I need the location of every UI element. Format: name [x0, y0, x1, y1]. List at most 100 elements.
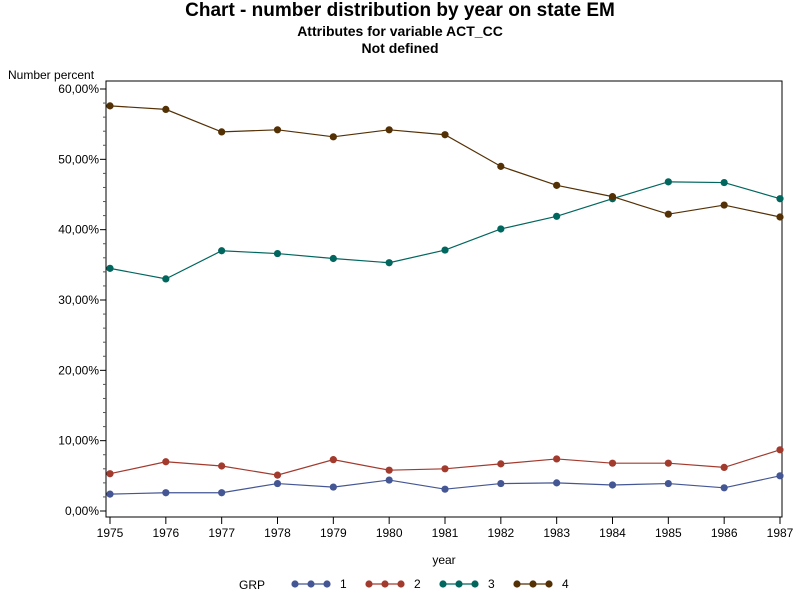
- data-point: [553, 455, 561, 463]
- data-point: [218, 462, 226, 470]
- legend-swatch-marker: [513, 580, 521, 588]
- x-tick-label: 1985: [655, 526, 682, 540]
- data-point: [720, 201, 728, 209]
- y-tick-label: 40,00%: [58, 223, 99, 237]
- data-point: [106, 264, 114, 272]
- legend-swatch-marker: [323, 580, 331, 588]
- legend-swatch-marker: [291, 580, 299, 588]
- data-point: [497, 225, 505, 233]
- data-point: [385, 259, 393, 267]
- legend-swatch-marker: [365, 580, 373, 588]
- legend-entry-label: 2: [414, 577, 421, 591]
- data-point: [106, 102, 114, 110]
- data-point: [329, 456, 337, 464]
- x-tick-label: 1976: [152, 526, 179, 540]
- x-tick-label: 1982: [487, 526, 514, 540]
- data-point: [106, 490, 114, 498]
- data-point: [273, 479, 282, 488]
- data-point: [553, 479, 561, 487]
- data-point: [553, 181, 561, 189]
- data-point: [162, 489, 170, 497]
- y-tick-label: 50,00%: [58, 152, 99, 166]
- data-point: [497, 479, 505, 488]
- data-point: [441, 246, 449, 254]
- data-point: [329, 133, 337, 141]
- chart-title: Chart - number distribution by year on s…: [185, 0, 615, 21]
- x-axis-label: year: [432, 553, 455, 567]
- data-point: [553, 212, 561, 220]
- data-point: [385, 126, 393, 134]
- legend-entry-label: 3: [488, 577, 495, 591]
- x-tick-label: 1979: [320, 526, 347, 540]
- y-axis-label: Number percent: [8, 68, 95, 82]
- y-tick-label: 60,00%: [58, 82, 99, 96]
- x-tick-label: 1980: [376, 526, 403, 540]
- data-point: [106, 470, 114, 478]
- y-tick-label: 0,00%: [65, 504, 99, 518]
- y-tick-label: 30,00%: [58, 293, 99, 307]
- x-tick-label: 1984: [599, 526, 626, 540]
- legend-swatch-marker: [381, 580, 389, 588]
- x-tick-label: 1978: [264, 526, 291, 540]
- data-point: [776, 195, 784, 203]
- data-point: [218, 128, 226, 136]
- legend-swatch-marker: [397, 580, 405, 588]
- legend-swatch-marker: [439, 580, 447, 588]
- x-axis: 1975 1976 1977 1978 1979 1980 1981 1982 1983 1984…: [97, 517, 794, 540]
- data-point: [776, 472, 784, 480]
- data-point: [218, 489, 226, 497]
- data-point: [608, 481, 617, 489]
- data-point: [273, 471, 282, 479]
- y-axis: 0,00% 10,00% 20,00% 30,00% 40,00% 50,00% 60,00…: [58, 82, 106, 518]
- data-point: [273, 249, 282, 258]
- y-tick-label: 10,00%: [58, 434, 99, 448]
- data-point: [664, 210, 672, 218]
- data-point: [664, 479, 672, 488]
- y-tick-label: 20,00%: [58, 363, 99, 377]
- data-point: [608, 193, 617, 201]
- x-tick-label: 1986: [711, 526, 738, 540]
- x-tick-label: 1975: [97, 526, 124, 540]
- legend-swatch-marker: [529, 580, 537, 588]
- legend-entry-label: 1: [340, 577, 347, 591]
- data-point: [162, 458, 170, 466]
- data-point: [497, 460, 505, 468]
- data-point: [720, 484, 728, 492]
- chart-subtitle: Attributes for variable ACT_CC: [297, 23, 503, 39]
- series-line-4: [109, 105, 781, 218]
- x-tick-label: 1977: [208, 526, 235, 540]
- legend-title: GRP: [239, 578, 265, 592]
- chart-subtitle-2: Not defined: [361, 40, 439, 56]
- data-point: [162, 275, 170, 283]
- data-point: [776, 446, 784, 454]
- x-tick-label: 1981: [432, 526, 459, 540]
- data-point: [273, 126, 282, 134]
- data-point: [608, 459, 617, 467]
- data-point: [385, 466, 393, 474]
- legend-swatch-marker: [471, 580, 479, 588]
- legend-swatch-marker: [307, 580, 315, 588]
- x-tick-label: 1987: [767, 526, 794, 540]
- data-point: [720, 178, 728, 187]
- data-point: [218, 247, 226, 255]
- series-line-3: [109, 181, 781, 280]
- legend-swatch-marker: [545, 580, 553, 588]
- data-point: [329, 254, 337, 263]
- x-tick-label: 1983: [543, 526, 570, 540]
- data-point: [441, 465, 449, 473]
- data-point: [329, 483, 337, 491]
- data-point: [720, 463, 728, 471]
- data-point: [162, 105, 170, 113]
- series-layer: [106, 102, 784, 498]
- data-point: [664, 178, 672, 186]
- data-point: [776, 213, 784, 221]
- legend-swatch-marker: [455, 580, 463, 588]
- plot-frame: [105, 80, 783, 518]
- data-point: [385, 476, 393, 484]
- legend: GRP 1 2 3 4: [239, 577, 569, 592]
- data-point: [441, 485, 449, 493]
- legend-entry-label: 4: [562, 577, 569, 591]
- data-point: [441, 131, 449, 139]
- data-point: [497, 162, 505, 170]
